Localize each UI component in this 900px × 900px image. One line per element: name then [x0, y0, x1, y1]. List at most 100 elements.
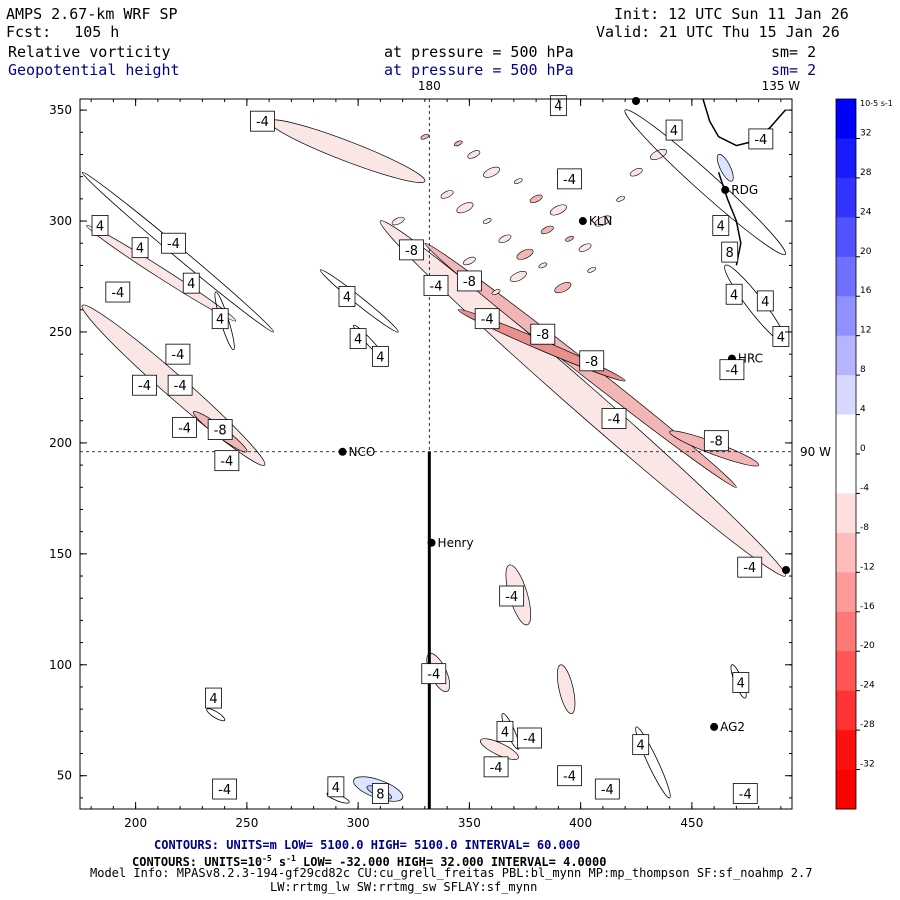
positive-contour-south-2	[635, 726, 671, 799]
contour-label: -4	[427, 668, 440, 683]
vorticity-cell	[616, 195, 626, 202]
vorticity-cell	[554, 282, 572, 294]
colorbar-segment	[836, 730, 856, 771]
contour-lines	[81, 109, 787, 804]
colorbar-segment	[836, 572, 856, 613]
west-band-upper	[86, 224, 237, 322]
station-label: NCO	[349, 445, 376, 459]
colorbar-label: -28	[860, 720, 875, 730]
y-tick-label: 150	[49, 547, 72, 561]
contour-label: 4	[354, 333, 362, 348]
contour-label: -4	[563, 770, 576, 785]
contours-exp: -5	[262, 854, 272, 863]
forecast-hour: 105 h	[74, 23, 120, 41]
contour-label: -4	[138, 379, 151, 394]
contour-label: -4	[608, 413, 621, 428]
contour-label-box	[205, 687, 222, 709]
vorticity-cell	[650, 148, 667, 160]
contour-label-box	[530, 323, 556, 345]
field1-smoothing: sm= 2	[771, 43, 817, 61]
y-tick-label: 50	[57, 769, 72, 783]
vorticity-cell	[440, 190, 454, 199]
field2-level: at pressure = 500 hPa	[384, 61, 574, 79]
contour-label-box	[737, 556, 763, 578]
contour-label: 4	[777, 330, 785, 345]
y-tick-label: 200	[49, 436, 72, 450]
valid-time: Valid: 21 UTC Thu 15 Jan 26	[596, 23, 840, 41]
vorticity-cell	[549, 204, 567, 216]
colorbar-segment	[836, 493, 856, 534]
contours-s: s	[271, 855, 287, 869]
contour-label-box	[212, 778, 238, 800]
station-label: KLN	[589, 214, 613, 228]
vorticity-cell	[483, 166, 501, 178]
contour-label-box	[732, 783, 758, 804]
contour-label-box	[557, 765, 582, 787]
contour-labels: -444-4-44-44 -848-8-44-4 4 4 4-44-84 4-4 -84-4…	[91, 95, 790, 804]
contour-label: -8	[214, 424, 227, 439]
contour-label-box	[721, 241, 739, 263]
vorticity-cell	[629, 168, 643, 177]
y-tick-label: 250	[49, 325, 72, 339]
axes: 200 250 300 350 400 450 50 100 150 200 250 300 350	[49, 99, 792, 830]
contour-label: 4	[717, 219, 725, 234]
contour-label: 4	[332, 781, 340, 796]
y-tick-label: 100	[49, 658, 72, 672]
contour-label-box	[172, 416, 197, 438]
contour-label-box	[421, 663, 447, 685]
colorbar-title: 10-5 s-1	[860, 99, 893, 108]
contour-label: -4	[505, 590, 518, 605]
contours-exp2: -1	[286, 854, 296, 863]
colorbar-label: -4	[860, 483, 869, 493]
colorbar-label: -24	[860, 681, 875, 691]
contour-label: -4	[174, 379, 187, 394]
vorticity-cell	[498, 234, 512, 243]
field1-name: Relative vorticity	[8, 43, 171, 61]
contour-label-box	[211, 308, 229, 330]
contour-label-box	[399, 239, 424, 261]
colorbar-segment	[836, 256, 856, 297]
vorticity-cell	[587, 266, 597, 273]
x-tick-label: 450	[680, 816, 703, 830]
colorbar-segment	[836, 335, 856, 376]
contour-label: -4	[725, 364, 738, 379]
contour-label-box	[594, 778, 620, 800]
vorticity-cell	[491, 289, 501, 295]
colorbar: 32 28 24 20 16 12 8 4 0 -4 -8 -12 -16 -20 -24 -28 -32 10-…	[835, 98, 893, 810]
vorticity-cell	[482, 218, 492, 224]
contour-label-box	[483, 756, 509, 778]
contour-label-box	[748, 128, 774, 150]
contour-label-box	[557, 168, 582, 190]
contour-label-box	[214, 450, 240, 472]
contour-label-box	[601, 408, 627, 429]
colorbar-label: -32	[860, 760, 875, 770]
blob-south-4	[479, 738, 519, 760]
contour-label-box	[167, 374, 193, 396]
contour-label: 8	[726, 246, 734, 261]
contour-label-box	[349, 328, 367, 350]
contour-label: 4	[209, 692, 217, 707]
contour-label-box	[131, 237, 149, 259]
colorbar-segment	[836, 375, 856, 416]
positive-contour-ne	[624, 109, 787, 256]
colorbar-label: 0	[860, 444, 866, 454]
contour-label: -4	[739, 787, 752, 802]
x-tick-label: 400	[569, 816, 592, 830]
station-dot	[578, 217, 587, 226]
colorbar-label: 28	[860, 168, 872, 178]
contour-label: -4	[111, 286, 124, 301]
contour-label-box	[474, 308, 500, 330]
contour-label-box	[165, 343, 191, 365]
vorticity-cell	[594, 215, 612, 227]
colorbar-label: 4	[860, 405, 866, 415]
contour-label: -4	[523, 732, 536, 747]
contour-label-box	[719, 359, 745, 381]
station-dot	[427, 538, 436, 547]
contour-label-box	[338, 286, 356, 307]
contour-label: 4	[730, 288, 738, 303]
vorticity-cell	[391, 216, 405, 226]
station-label: Henry	[438, 536, 474, 550]
station-label: RDG	[731, 183, 758, 197]
contour-label: 4	[376, 350, 384, 365]
forecast-label: Fcst: 105 h	[6, 24, 119, 40]
